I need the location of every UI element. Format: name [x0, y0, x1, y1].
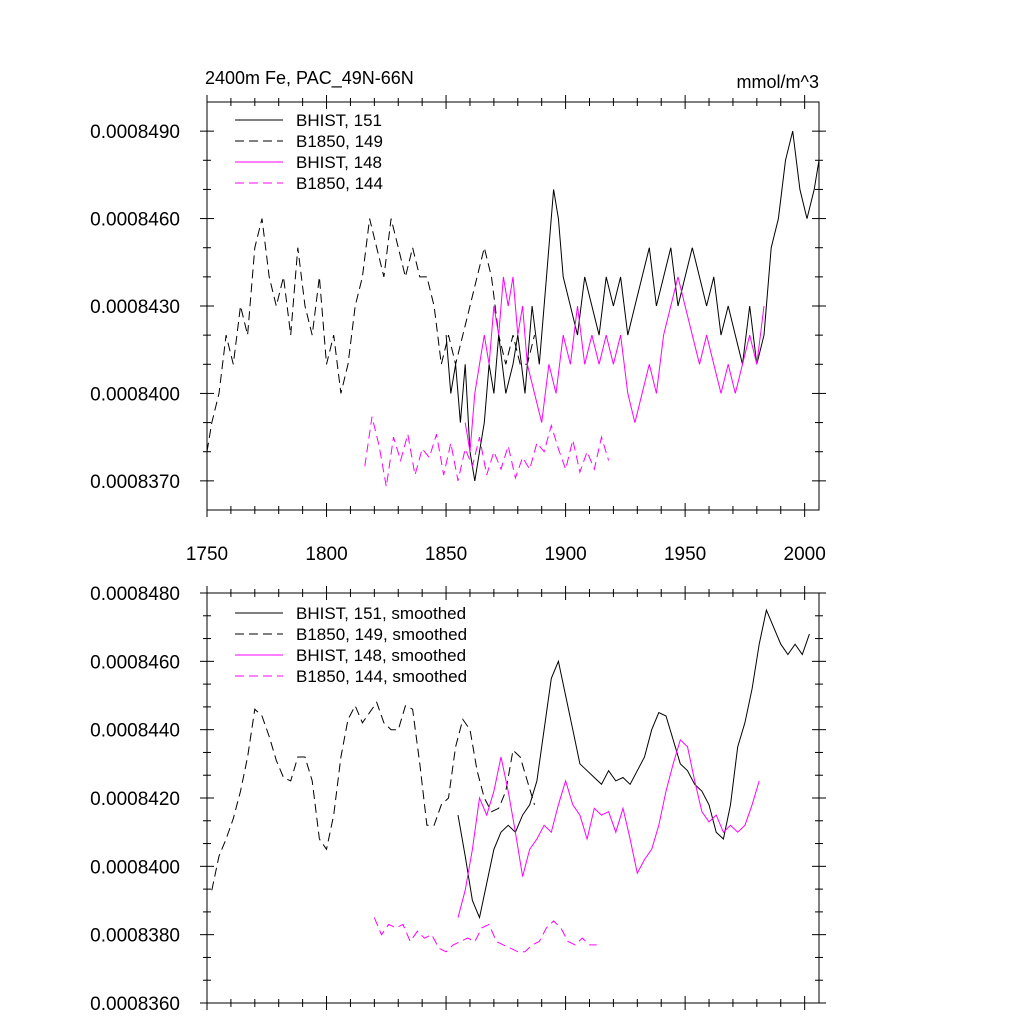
series-line-bhist-148	[464, 276, 765, 452]
y-tick-label: 0.0008480	[90, 584, 180, 605]
x-tick-label: 1750	[186, 544, 228, 565]
upper-y-ticks: 0.0008370 0.0008400 0.0008430 0.0008460 0.00…	[90, 122, 826, 493]
upper-legend: BHIST, 151 B1850, 149 BHIST, 148 B1850, 144	[235, 111, 383, 193]
y-tick-label: 0.0008440	[90, 721, 180, 742]
y-tick-label: 0.0008420	[90, 789, 180, 810]
lower-x-ticks	[206, 586, 806, 1010]
upper-x-ticks: 1750 1800 1850 1900 1950 2000	[186, 95, 826, 565]
legend-label: B1850, 144	[296, 174, 383, 193]
y-tick-label: 0.0008360	[90, 994, 180, 1015]
y-tick-label: 0.0008370	[90, 472, 180, 493]
x-tick-label: 1950	[664, 544, 706, 565]
series-line-b1850-149	[206, 218, 535, 452]
series-line-b1850-149-smoothed	[211, 701, 535, 891]
upper-title: 2400m Fe, PAC_49N-66N	[205, 68, 414, 89]
y-tick-label: 0.0008400	[90, 384, 180, 405]
upper-panel: 2400m Fe, PAC_49N-66N mmol/m^3 0.0008370…	[90, 68, 826, 565]
legend-label: B1850, 144, smoothed	[296, 667, 467, 686]
x-tick-label: 2000	[784, 544, 826, 565]
x-tick-label: 1900	[544, 544, 586, 565]
y-tick-label: 0.0008460	[90, 652, 180, 673]
y-tick-label: 0.0008460	[90, 210, 180, 231]
series-line-b1850-144-smoothed	[373, 917, 597, 953]
legend-label: BHIST, 148	[296, 153, 382, 172]
upper-units: mmol/m^3	[737, 72, 819, 92]
series-line-bhist-148-smoothed	[457, 738, 760, 918]
legend-label: BHIST, 148, smoothed	[296, 646, 466, 665]
lower-legend: BHIST, 151, smoothed B1850, 149, smoothed…	[235, 604, 467, 686]
legend-label: B1850, 149	[296, 132, 383, 151]
upper-series-lines	[206, 130, 820, 487]
lower-y-ticks: 0.0008360 0.0008380 0.0008400 0.0008420 0.00…	[90, 584, 826, 1015]
y-tick-label: 0.0008380	[90, 926, 180, 947]
y-tick-label: 0.0008400	[90, 857, 180, 878]
series-line-bhist-151-smoothed	[457, 608, 810, 920]
y-tick-label: 0.0008490	[90, 122, 180, 143]
lower-panel: 0.0008360 0.0008380 0.0008400 0.0008420 0.00…	[90, 584, 826, 1015]
legend-label: BHIST, 151, smoothed	[296, 604, 466, 623]
legend-label: BHIST, 151	[296, 111, 382, 130]
x-tick-label: 1850	[425, 544, 467, 565]
series-line-bhist-151	[445, 130, 820, 481]
series-line-b1850-144	[364, 416, 610, 487]
legend-label: B1850, 149, smoothed	[296, 625, 467, 644]
y-tick-label: 0.0008430	[90, 297, 180, 318]
x-tick-label: 1800	[305, 544, 347, 565]
lower-series-lines	[211, 608, 810, 953]
